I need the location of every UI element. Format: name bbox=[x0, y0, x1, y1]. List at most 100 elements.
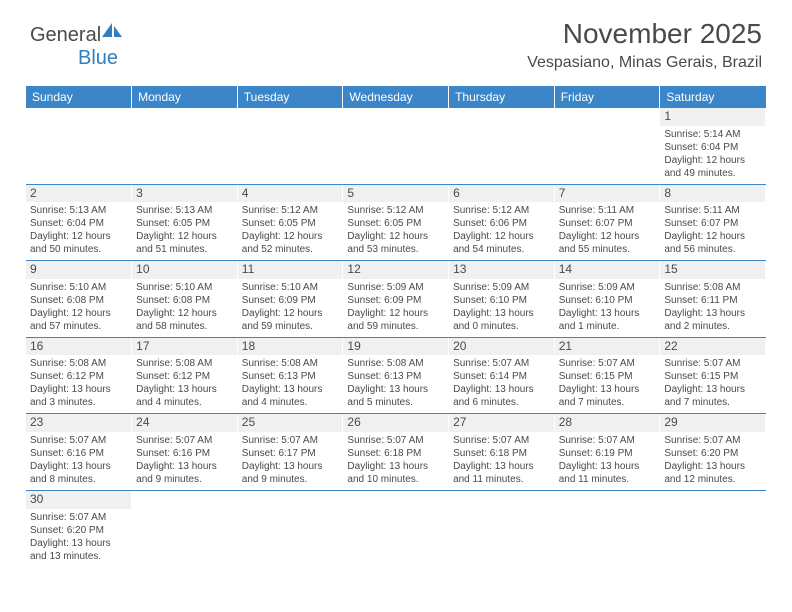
logo: GeneralBlue bbox=[30, 24, 124, 70]
daylight-line: Daylight: 13 hours and 7 minutes. bbox=[664, 383, 761, 409]
sunset-line: Sunset: 6:08 PM bbox=[136, 294, 233, 307]
day-number: 26 bbox=[343, 414, 448, 432]
sunrise-line: Sunrise: 5:08 AM bbox=[242, 357, 339, 370]
calendar-cell: 26Sunrise: 5:07 AMSunset: 6:18 PMDayligh… bbox=[343, 414, 449, 491]
sunset-line: Sunset: 6:05 PM bbox=[242, 217, 339, 230]
calendar-cell: 17Sunrise: 5:08 AMSunset: 6:12 PMDayligh… bbox=[132, 337, 238, 414]
daylight-line: Daylight: 12 hours and 56 minutes. bbox=[664, 230, 761, 256]
day-number: 12 bbox=[343, 261, 448, 279]
daylight-line: Daylight: 13 hours and 4 minutes. bbox=[136, 383, 233, 409]
sunrise-line: Sunrise: 5:13 AM bbox=[136, 204, 233, 217]
calendar-head: SundayMondayTuesdayWednesdayThursdayFrid… bbox=[26, 86, 766, 108]
location-subtitle: Vespasiano, Minas Gerais, Brazil bbox=[527, 54, 762, 72]
sunset-line: Sunset: 6:18 PM bbox=[347, 447, 444, 460]
sunset-line: Sunset: 6:07 PM bbox=[664, 217, 761, 230]
calendar-cell bbox=[449, 108, 555, 184]
daylight-line: Daylight: 13 hours and 0 minutes. bbox=[453, 307, 550, 333]
calendar-cell: 24Sunrise: 5:07 AMSunset: 6:16 PMDayligh… bbox=[132, 414, 238, 491]
day-number: 28 bbox=[555, 414, 660, 432]
daylight-line: Daylight: 13 hours and 11 minutes. bbox=[559, 460, 656, 486]
day-number: 3 bbox=[132, 185, 237, 203]
sunset-line: Sunset: 6:20 PM bbox=[664, 447, 761, 460]
sunrise-line: Sunrise: 5:07 AM bbox=[664, 357, 761, 370]
sunset-line: Sunset: 6:06 PM bbox=[453, 217, 550, 230]
sunrise-line: Sunrise: 5:07 AM bbox=[559, 434, 656, 447]
sunset-line: Sunset: 6:09 PM bbox=[347, 294, 444, 307]
calendar-cell bbox=[26, 108, 132, 184]
calendar-cell: 14Sunrise: 5:09 AMSunset: 6:10 PMDayligh… bbox=[554, 261, 660, 338]
sunset-line: Sunset: 6:15 PM bbox=[559, 370, 656, 383]
sunset-line: Sunset: 6:10 PM bbox=[559, 294, 656, 307]
day-header: Monday bbox=[132, 86, 238, 108]
calendar-cell bbox=[237, 108, 343, 184]
calendar-cell: 16Sunrise: 5:08 AMSunset: 6:12 PMDayligh… bbox=[26, 337, 132, 414]
day-number: 30 bbox=[26, 491, 131, 509]
calendar-cell: 30Sunrise: 5:07 AMSunset: 6:20 PMDayligh… bbox=[26, 490, 132, 566]
sunrise-line: Sunrise: 5:14 AM bbox=[664, 128, 761, 141]
sunset-line: Sunset: 6:16 PM bbox=[136, 447, 233, 460]
logo-text: GeneralBlue bbox=[30, 24, 124, 70]
sunrise-line: Sunrise: 5:10 AM bbox=[242, 281, 339, 294]
sunrise-line: Sunrise: 5:08 AM bbox=[136, 357, 233, 370]
day-number: 20 bbox=[449, 338, 554, 356]
calendar-cell: 1Sunrise: 5:14 AMSunset: 6:04 PMDaylight… bbox=[660, 108, 766, 184]
calendar-cell: 21Sunrise: 5:07 AMSunset: 6:15 PMDayligh… bbox=[554, 337, 660, 414]
day-number: 24 bbox=[132, 414, 237, 432]
sunset-line: Sunset: 6:09 PM bbox=[242, 294, 339, 307]
day-header: Saturday bbox=[660, 86, 766, 108]
calendar-cell bbox=[554, 490, 660, 566]
sunrise-line: Sunrise: 5:09 AM bbox=[347, 281, 444, 294]
daylight-line: Daylight: 13 hours and 3 minutes. bbox=[30, 383, 127, 409]
calendar-cell: 27Sunrise: 5:07 AMSunset: 6:18 PMDayligh… bbox=[449, 414, 555, 491]
day-number: 17 bbox=[132, 338, 237, 356]
day-header: Tuesday bbox=[237, 86, 343, 108]
daylight-line: Daylight: 12 hours and 51 minutes. bbox=[136, 230, 233, 256]
header: GeneralBlue November 2025 Vespasiano, Mi… bbox=[0, 0, 792, 80]
daylight-line: Daylight: 13 hours and 7 minutes. bbox=[559, 383, 656, 409]
day-number: 11 bbox=[238, 261, 343, 279]
calendar-cell: 4Sunrise: 5:12 AMSunset: 6:05 PMDaylight… bbox=[237, 184, 343, 261]
calendar-cell: 12 Sunrise: 5:09 AMSunset: 6:09 PMDayligh… bbox=[343, 261, 449, 338]
day-number: 13 bbox=[449, 261, 554, 279]
daylight-line: Daylight: 13 hours and 12 minutes. bbox=[664, 460, 761, 486]
sunrise-line: Sunrise: 5:07 AM bbox=[453, 434, 550, 447]
sunset-line: Sunset: 6:16 PM bbox=[30, 447, 127, 460]
calendar-cell bbox=[554, 108, 660, 184]
sunrise-line: Sunrise: 5:07 AM bbox=[136, 434, 233, 447]
day-number: 5 bbox=[343, 185, 448, 203]
sunrise-line: Sunrise: 5:09 AM bbox=[453, 281, 550, 294]
calendar-cell: 28Sunrise: 5:07 AMSunset: 6:19 PMDayligh… bbox=[554, 414, 660, 491]
calendar-cell: 20Sunrise: 5:07 AMSunset: 6:14 PMDayligh… bbox=[449, 337, 555, 414]
calendar-cell: 3Sunrise: 5:13 AMSunset: 6:05 PMDaylight… bbox=[132, 184, 238, 261]
daylight-line: Daylight: 12 hours and 59 minutes. bbox=[347, 307, 444, 333]
title-block: November 2025 Vespasiano, Minas Gerais, … bbox=[527, 18, 762, 72]
daylight-line: Daylight: 12 hours and 55 minutes. bbox=[559, 230, 656, 256]
daylight-line: Daylight: 13 hours and 6 minutes. bbox=[453, 383, 550, 409]
day-header: Wednesday bbox=[343, 86, 449, 108]
calendar-cell: 2Sunrise: 5:13 AMSunset: 6:04 PMDaylight… bbox=[26, 184, 132, 261]
sunset-line: Sunset: 6:20 PM bbox=[30, 524, 127, 537]
day-number: 7 bbox=[555, 185, 660, 203]
calendar-cell: 15Sunrise: 5:08 AMSunset: 6:11 PMDayligh… bbox=[660, 261, 766, 338]
calendar-cell bbox=[343, 108, 449, 184]
page-title: November 2025 bbox=[527, 18, 762, 50]
sunrise-line: Sunrise: 5:12 AM bbox=[453, 204, 550, 217]
daylight-line: Daylight: 12 hours and 54 minutes. bbox=[453, 230, 550, 256]
day-header: Friday bbox=[554, 86, 660, 108]
calendar-cell: 7Sunrise: 5:11 AMSunset: 6:07 PMDaylight… bbox=[554, 184, 660, 261]
sunrise-line: Sunrise: 5:08 AM bbox=[347, 357, 444, 370]
sunrise-line: Sunrise: 5:07 AM bbox=[347, 434, 444, 447]
daylight-line: Daylight: 12 hours and 58 minutes. bbox=[136, 307, 233, 333]
calendar-cell bbox=[132, 490, 238, 566]
sunrise-line: Sunrise: 5:11 AM bbox=[664, 204, 761, 217]
sunrise-line: Sunrise: 5:07 AM bbox=[559, 357, 656, 370]
sunrise-line: Sunrise: 5:10 AM bbox=[30, 281, 127, 294]
day-header: Sunday bbox=[26, 86, 132, 108]
calendar-body: 1Sunrise: 5:14 AMSunset: 6:04 PMDaylight… bbox=[26, 108, 766, 567]
logo-word-1: General bbox=[30, 24, 101, 46]
sunset-line: Sunset: 6:17 PM bbox=[242, 447, 339, 460]
calendar-cell: 25Sunrise: 5:07 AMSunset: 6:17 PMDayligh… bbox=[237, 414, 343, 491]
day-number: 15 bbox=[660, 261, 765, 279]
calendar-cell: 18Sunrise: 5:08 AMSunset: 6:13 PMDayligh… bbox=[237, 337, 343, 414]
daylight-line: Daylight: 13 hours and 9 minutes. bbox=[242, 460, 339, 486]
